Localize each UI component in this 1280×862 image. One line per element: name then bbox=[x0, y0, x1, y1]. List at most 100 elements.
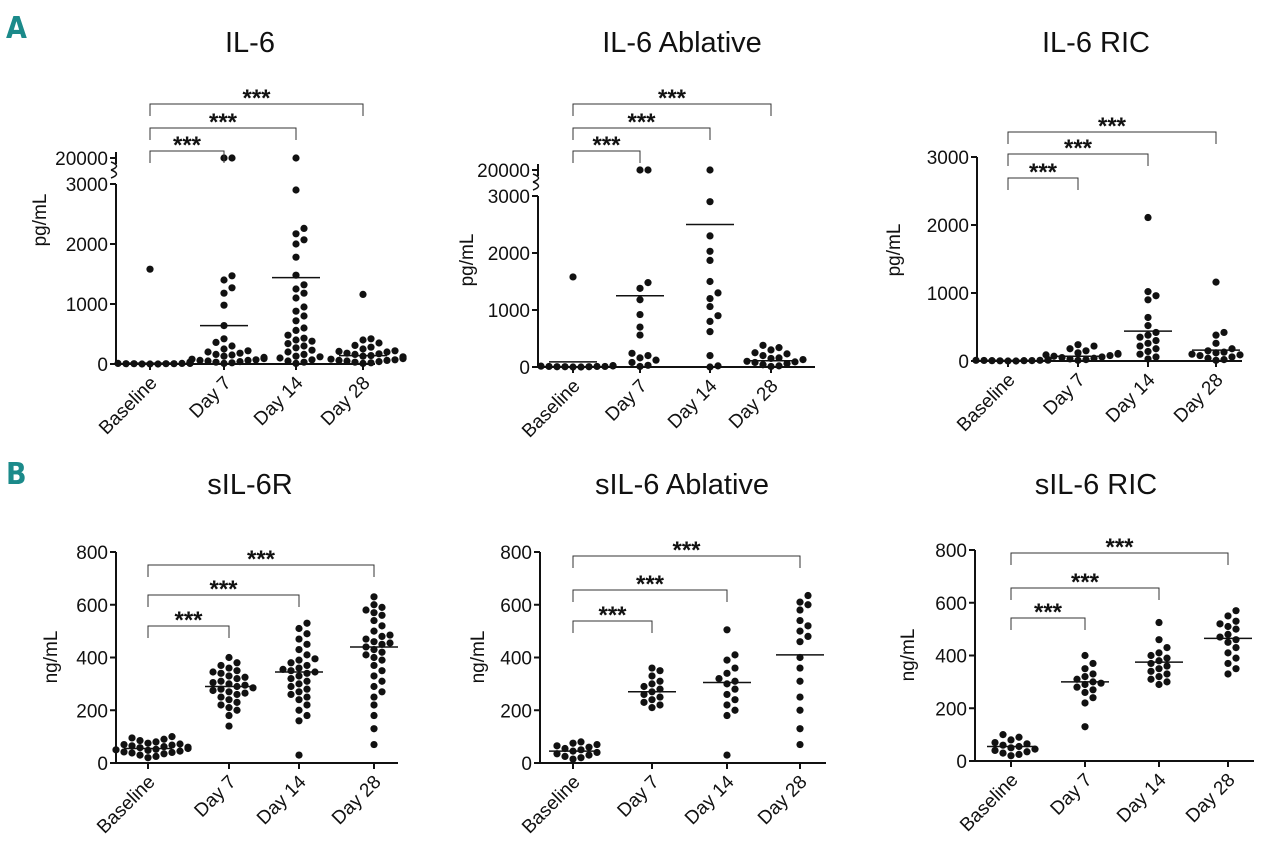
data-point bbox=[188, 355, 196, 363]
data-point bbox=[152, 738, 160, 746]
y-tick-label: 1000 bbox=[488, 301, 530, 322]
data-point bbox=[561, 744, 569, 753]
significance-label: *** bbox=[247, 546, 276, 573]
data-point bbox=[292, 253, 300, 261]
data-point bbox=[1155, 673, 1163, 681]
x-tick-label: Baseline bbox=[518, 376, 584, 442]
y-tick-label-break: 20000 bbox=[55, 149, 108, 170]
data-point bbox=[295, 696, 303, 704]
significance-label: *** bbox=[592, 132, 621, 159]
data-point bbox=[292, 352, 300, 360]
data-point bbox=[656, 693, 664, 701]
data-point bbox=[220, 276, 228, 284]
x-tick-label: Day 7 bbox=[191, 772, 241, 822]
y-axis-label: pg/mL bbox=[884, 224, 905, 277]
data-point bbox=[114, 359, 122, 367]
y-tick-label: 2000 bbox=[66, 235, 108, 256]
data-point bbox=[796, 664, 804, 672]
data-point bbox=[292, 317, 300, 325]
data-point bbox=[775, 344, 783, 352]
data-point bbox=[1036, 356, 1044, 364]
data-point bbox=[577, 363, 585, 371]
y-tick-label: 400 bbox=[76, 649, 108, 670]
panel-label-a: A bbox=[6, 11, 27, 46]
data-point bbox=[128, 742, 136, 750]
data-point bbox=[120, 748, 128, 756]
data-point bbox=[260, 353, 268, 361]
data-point bbox=[335, 347, 343, 355]
data-point bbox=[152, 752, 160, 761]
data-point bbox=[636, 323, 644, 331]
data-point bbox=[1224, 659, 1232, 668]
data-point bbox=[1212, 339, 1220, 347]
data-point bbox=[1155, 618, 1163, 627]
data-point bbox=[1163, 654, 1171, 662]
data-point bbox=[1155, 657, 1163, 665]
data-point bbox=[212, 358, 220, 366]
data-point bbox=[295, 645, 303, 654]
data-point bbox=[209, 668, 217, 676]
chart-title: sIL-6R bbox=[207, 469, 292, 501]
data-point bbox=[375, 358, 383, 366]
data-point bbox=[1042, 351, 1050, 359]
data-point bbox=[370, 701, 378, 709]
data-point bbox=[731, 685, 739, 693]
data-point bbox=[378, 632, 386, 641]
data-point bbox=[706, 232, 714, 240]
data-point bbox=[311, 655, 319, 663]
data-point bbox=[295, 706, 303, 714]
data-point bbox=[225, 711, 233, 720]
x-tick-label: Baseline bbox=[518, 772, 584, 838]
data-point bbox=[287, 675, 295, 683]
data-point bbox=[731, 677, 739, 685]
data-point bbox=[327, 355, 335, 363]
x-tick-label: Baseline bbox=[93, 772, 159, 838]
data-point bbox=[593, 740, 601, 749]
data-point bbox=[295, 635, 303, 643]
data-point bbox=[759, 341, 767, 349]
y-tick-label: 0 bbox=[521, 754, 532, 775]
data-point bbox=[228, 351, 236, 359]
data-point bbox=[287, 667, 295, 675]
data-point bbox=[160, 750, 168, 758]
data-point bbox=[796, 706, 804, 714]
x-tick-label: Day 28 bbox=[1182, 770, 1239, 827]
significance-bracket bbox=[149, 103, 364, 116]
data-point bbox=[796, 638, 804, 646]
data-point bbox=[1232, 617, 1240, 625]
data-point bbox=[178, 359, 186, 367]
y-axis-label: pg/mL bbox=[457, 234, 478, 287]
y-tick-label: 2000 bbox=[927, 216, 969, 237]
data-point bbox=[644, 352, 652, 360]
data-point bbox=[1228, 345, 1236, 353]
significance-label: *** bbox=[174, 607, 203, 634]
data-point bbox=[204, 357, 212, 365]
data-point bbox=[292, 336, 300, 344]
data-point bbox=[399, 353, 407, 361]
data-point bbox=[723, 680, 731, 688]
data-point bbox=[1114, 349, 1122, 358]
chart-title: sIL-6 Ablative bbox=[595, 469, 769, 501]
y-tick-label: 0 bbox=[958, 352, 969, 373]
data-point bbox=[249, 684, 257, 692]
data-point bbox=[796, 693, 804, 701]
data-point bbox=[303, 711, 311, 720]
significance-bracket bbox=[149, 127, 297, 140]
data-point bbox=[1089, 686, 1097, 694]
data-point bbox=[561, 363, 569, 371]
data-point bbox=[706, 247, 714, 255]
data-point bbox=[1081, 699, 1089, 707]
data-point bbox=[168, 741, 176, 749]
data-point bbox=[370, 638, 378, 646]
data-point bbox=[370, 616, 378, 625]
data-point bbox=[1106, 351, 1114, 360]
data-point bbox=[292, 240, 300, 248]
significance-label: *** bbox=[209, 109, 238, 136]
data-point bbox=[751, 358, 759, 367]
y-tick-label: 0 bbox=[97, 355, 108, 376]
data-point bbox=[287, 682, 295, 691]
y-tick-label: 600 bbox=[500, 596, 532, 617]
data-point bbox=[378, 656, 386, 664]
data-point bbox=[1136, 333, 1144, 341]
